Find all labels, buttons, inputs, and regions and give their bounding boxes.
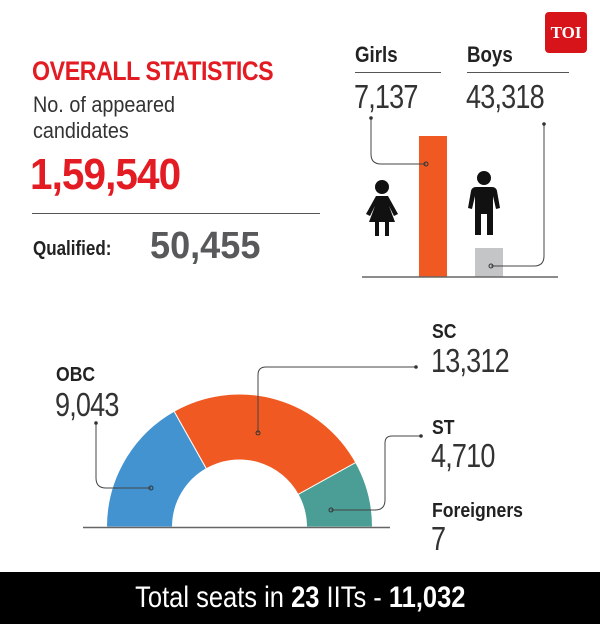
iit-count: 23 xyxy=(290,581,320,614)
appeared-label: No. of appeared candidates xyxy=(33,92,175,144)
boy-icon xyxy=(468,171,500,235)
qualified-label: Qualified: xyxy=(33,238,112,260)
divider xyxy=(32,213,320,214)
sc-label: SC xyxy=(432,321,457,343)
gender-bar-chart xyxy=(362,116,558,278)
qualified-value: 50,455 xyxy=(150,225,261,267)
sc-value: 13,312 xyxy=(431,342,510,379)
foreigners-value: 7 xyxy=(431,520,446,557)
obc-label: OBC xyxy=(56,364,96,386)
category-half-donut xyxy=(83,365,423,529)
total-seats-banner: Total seats in 23 IITs - 11,032 xyxy=(0,572,600,624)
appeared-label-line2: candidates xyxy=(33,118,129,143)
boys-rule xyxy=(467,72,569,73)
st-label: ST xyxy=(432,417,455,439)
boys-bar xyxy=(475,248,503,277)
appeared-label-line1: No. of appeared xyxy=(33,92,176,117)
girls-bar xyxy=(419,136,447,277)
total-seats-value: 11,032 xyxy=(388,581,466,614)
footer-prefix: Total seats in xyxy=(134,581,291,614)
st-leader-line xyxy=(331,435,421,511)
girl-icon xyxy=(366,180,398,236)
sc-segment xyxy=(173,393,357,496)
obc-value: 9,043 xyxy=(55,386,119,423)
boys-label: Boys xyxy=(467,42,513,67)
girls-rule xyxy=(355,72,441,73)
section-title: OVERALL STATISTICS xyxy=(32,56,274,86)
boys-leader-line xyxy=(491,124,545,267)
appeared-value: 1,59,540 xyxy=(30,150,181,199)
boys-value: 43,318 xyxy=(466,78,545,115)
sc-leader-line xyxy=(257,366,416,433)
girls-label: Girls xyxy=(355,42,398,67)
foreigners-label: Foreigners xyxy=(432,500,523,522)
footer-mid: IITs - xyxy=(319,581,389,614)
girls-leader-line xyxy=(370,118,426,165)
toi-logo: TOI xyxy=(545,12,587,53)
st-value: 4,710 xyxy=(431,437,495,474)
girls-value: 7,137 xyxy=(354,78,418,115)
obc-leader-line xyxy=(95,423,151,489)
